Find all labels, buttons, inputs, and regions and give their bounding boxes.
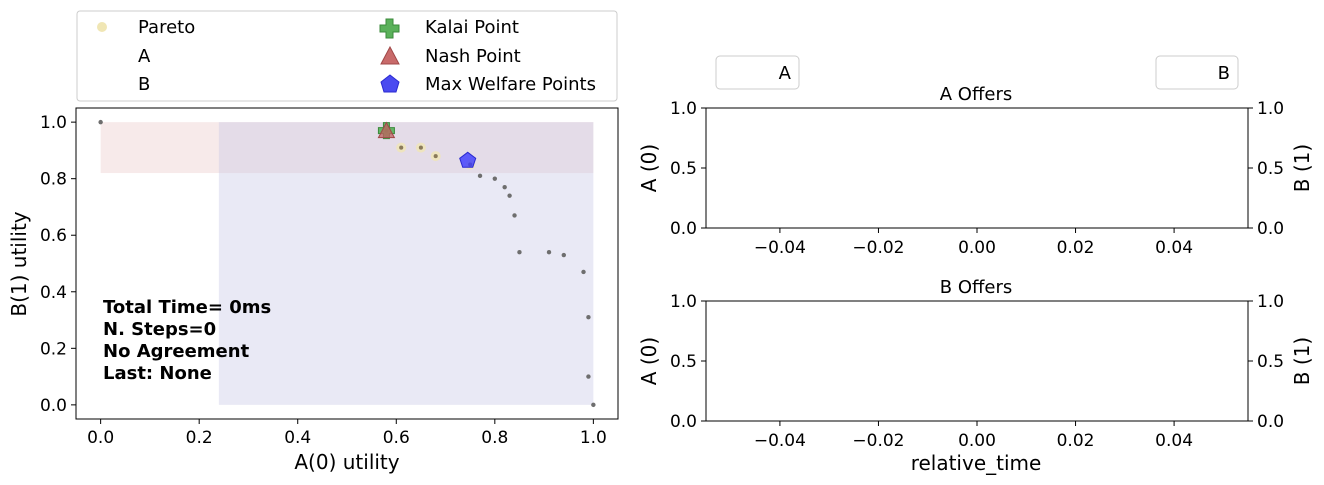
- a-offers-legend: [715, 55, 800, 90]
- a-offers-right-tick-label: 0.0: [1257, 219, 1284, 239]
- legend-kalai-label: Kalai Point: [425, 17, 519, 38]
- x-tick-label: 0.6: [383, 428, 410, 448]
- outcome-point: [507, 193, 512, 198]
- b-offers-right-axis-label: B (1): [1290, 337, 1314, 385]
- a-offers-title: A Offers: [940, 84, 1012, 105]
- pareto-point-center: [433, 154, 438, 159]
- outcome-point: [477, 173, 483, 179]
- outcome-point: [586, 374, 591, 379]
- b-offers-x-tick-label: 0.00: [958, 431, 996, 451]
- outcome-point: [492, 176, 498, 181]
- pareto-point-center: [399, 145, 404, 150]
- b-offers-plot: B B Offers −0.04 −0.02 0.00 0.02 0.04 0.0 0.0…: [637, 55, 1314, 475]
- a-offers-frame: [705, 107, 1249, 229]
- a-offers-x-tick-label: 0.04: [1155, 238, 1193, 258]
- b-offers-x-tick-label: −0.02: [852, 431, 904, 451]
- y-tick-label: 0.4: [40, 283, 67, 303]
- a-offers-x-tick-label: −0.02: [852, 238, 904, 258]
- summary-agreement: No Agreement: [103, 341, 250, 362]
- b-offers-left-tick-label: 1.0: [670, 292, 697, 312]
- outcome-point: [586, 315, 591, 320]
- a-offers-left-tick-label: 0.0: [670, 219, 697, 239]
- outcome-point: [98, 119, 103, 125]
- summary-steps: N. Steps=0: [103, 319, 216, 340]
- legend-welfare-icon: [380, 74, 400, 93]
- legend-pareto-label: Pareto: [138, 17, 195, 38]
- b-offers-right-tick-label: 1.0: [1257, 292, 1284, 312]
- legend-pareto-marker: [97, 22, 107, 32]
- a-offers-left-tick-label: 1.0: [670, 99, 697, 119]
- utility-plot-frame: [75, 107, 619, 420]
- b-offers-left-tick-label: 0.0: [670, 412, 697, 432]
- x-tick-label: 1.0: [580, 428, 607, 448]
- a-offers-right-tick-label: 0.5: [1257, 159, 1284, 179]
- x-tick-label: 0.4: [284, 428, 311, 448]
- b-offers-left-tick-label: 0.5: [670, 352, 697, 372]
- a-offers-x-tick-label: −0.04: [754, 238, 806, 258]
- outcome-point: [502, 184, 507, 190]
- y-tick-label: 1.0: [40, 113, 67, 133]
- y-tick-label: 0.2: [40, 339, 67, 359]
- utility-y-axis-label: B(1) utility: [7, 211, 31, 316]
- a-offers-x-tick-label: 0.02: [1057, 238, 1095, 258]
- b-offers-legend: [1155, 55, 1239, 90]
- b-offers-title: B Offers: [940, 277, 1013, 298]
- outcome-point: [546, 249, 552, 255]
- y-tick-label: 0.6: [40, 226, 67, 246]
- region-a: [100, 122, 594, 174]
- a-offers-right-tick-label: 1.0: [1257, 99, 1284, 119]
- b-offers-right-tick-label: 0.5: [1257, 352, 1284, 372]
- b-offers-x-tick-label: 0.02: [1057, 431, 1095, 451]
- legend-welfare-label: Max Welfare Points: [425, 74, 596, 95]
- legend-nash-icon: [380, 45, 400, 65]
- x-tick-label: 0.0: [87, 428, 114, 448]
- main-legend: Pareto A B Kalai Point Nash Point Max We…: [76, 10, 618, 102]
- x-tick-label: 0.2: [186, 428, 213, 448]
- b-offers-legend-label: B: [1218, 63, 1230, 84]
- utility-plot: 0.0 0.2 0.4 0.6 0.8 1.0 0.0 0.2 0.4 0.6 0.8 1.0 A(…: [7, 107, 619, 474]
- b-offers-x-axis-label: relative_time: [911, 451, 1042, 475]
- b-offers-x-tick-label: 0.04: [1155, 431, 1193, 451]
- a-offers-x-tick-label: 0.00: [958, 238, 996, 258]
- legend-b-label: B: [138, 74, 150, 95]
- max-welfare-point: [459, 151, 477, 168]
- outcome-point: [591, 402, 596, 408]
- a-offers-plot: A A Offers −0.04 −0.02 0.00 0.02 0.04 0.0 0.0…: [637, 55, 1314, 258]
- legend-nash-label: Nash Point: [425, 46, 521, 67]
- a-offers-right-axis-label: B (1): [1290, 144, 1314, 192]
- y-tick-label: 0.8: [40, 170, 67, 190]
- legend-kalai-icon: [379, 18, 400, 39]
- a-offers-left-axis-label: A (0): [637, 144, 661, 192]
- region-b: [218, 122, 594, 405]
- outcome-point: [581, 269, 586, 275]
- pareto-point-center: [418, 145, 423, 150]
- b-offers-left-axis-label: A (0): [637, 337, 661, 385]
- outcome-point: [517, 249, 522, 255]
- utility-x-axis-label: A(0) utility: [294, 450, 399, 474]
- b-offers-frame: [705, 300, 1249, 422]
- a-offers-left-tick-label: 0.5: [670, 159, 697, 179]
- a-offers-legend-label: A: [779, 63, 792, 84]
- x-tick-label: 0.8: [481, 428, 508, 448]
- b-offers-x-tick-label: −0.04: [754, 431, 806, 451]
- b-offers-right-tick-label: 0.0: [1257, 412, 1284, 432]
- negotiation-summary: Total Time= 0ms N. Steps=0 No Agreement …: [103, 297, 271, 384]
- outcome-point: [512, 213, 517, 218]
- nash-point: [377, 121, 396, 139]
- y-tick-label: 0.0: [40, 396, 67, 416]
- legend-a-label: A: [138, 46, 151, 67]
- summary-total-time: Total Time= 0ms: [103, 297, 271, 318]
- summary-last: Last: None: [103, 363, 212, 384]
- outcome-point: [561, 252, 566, 258]
